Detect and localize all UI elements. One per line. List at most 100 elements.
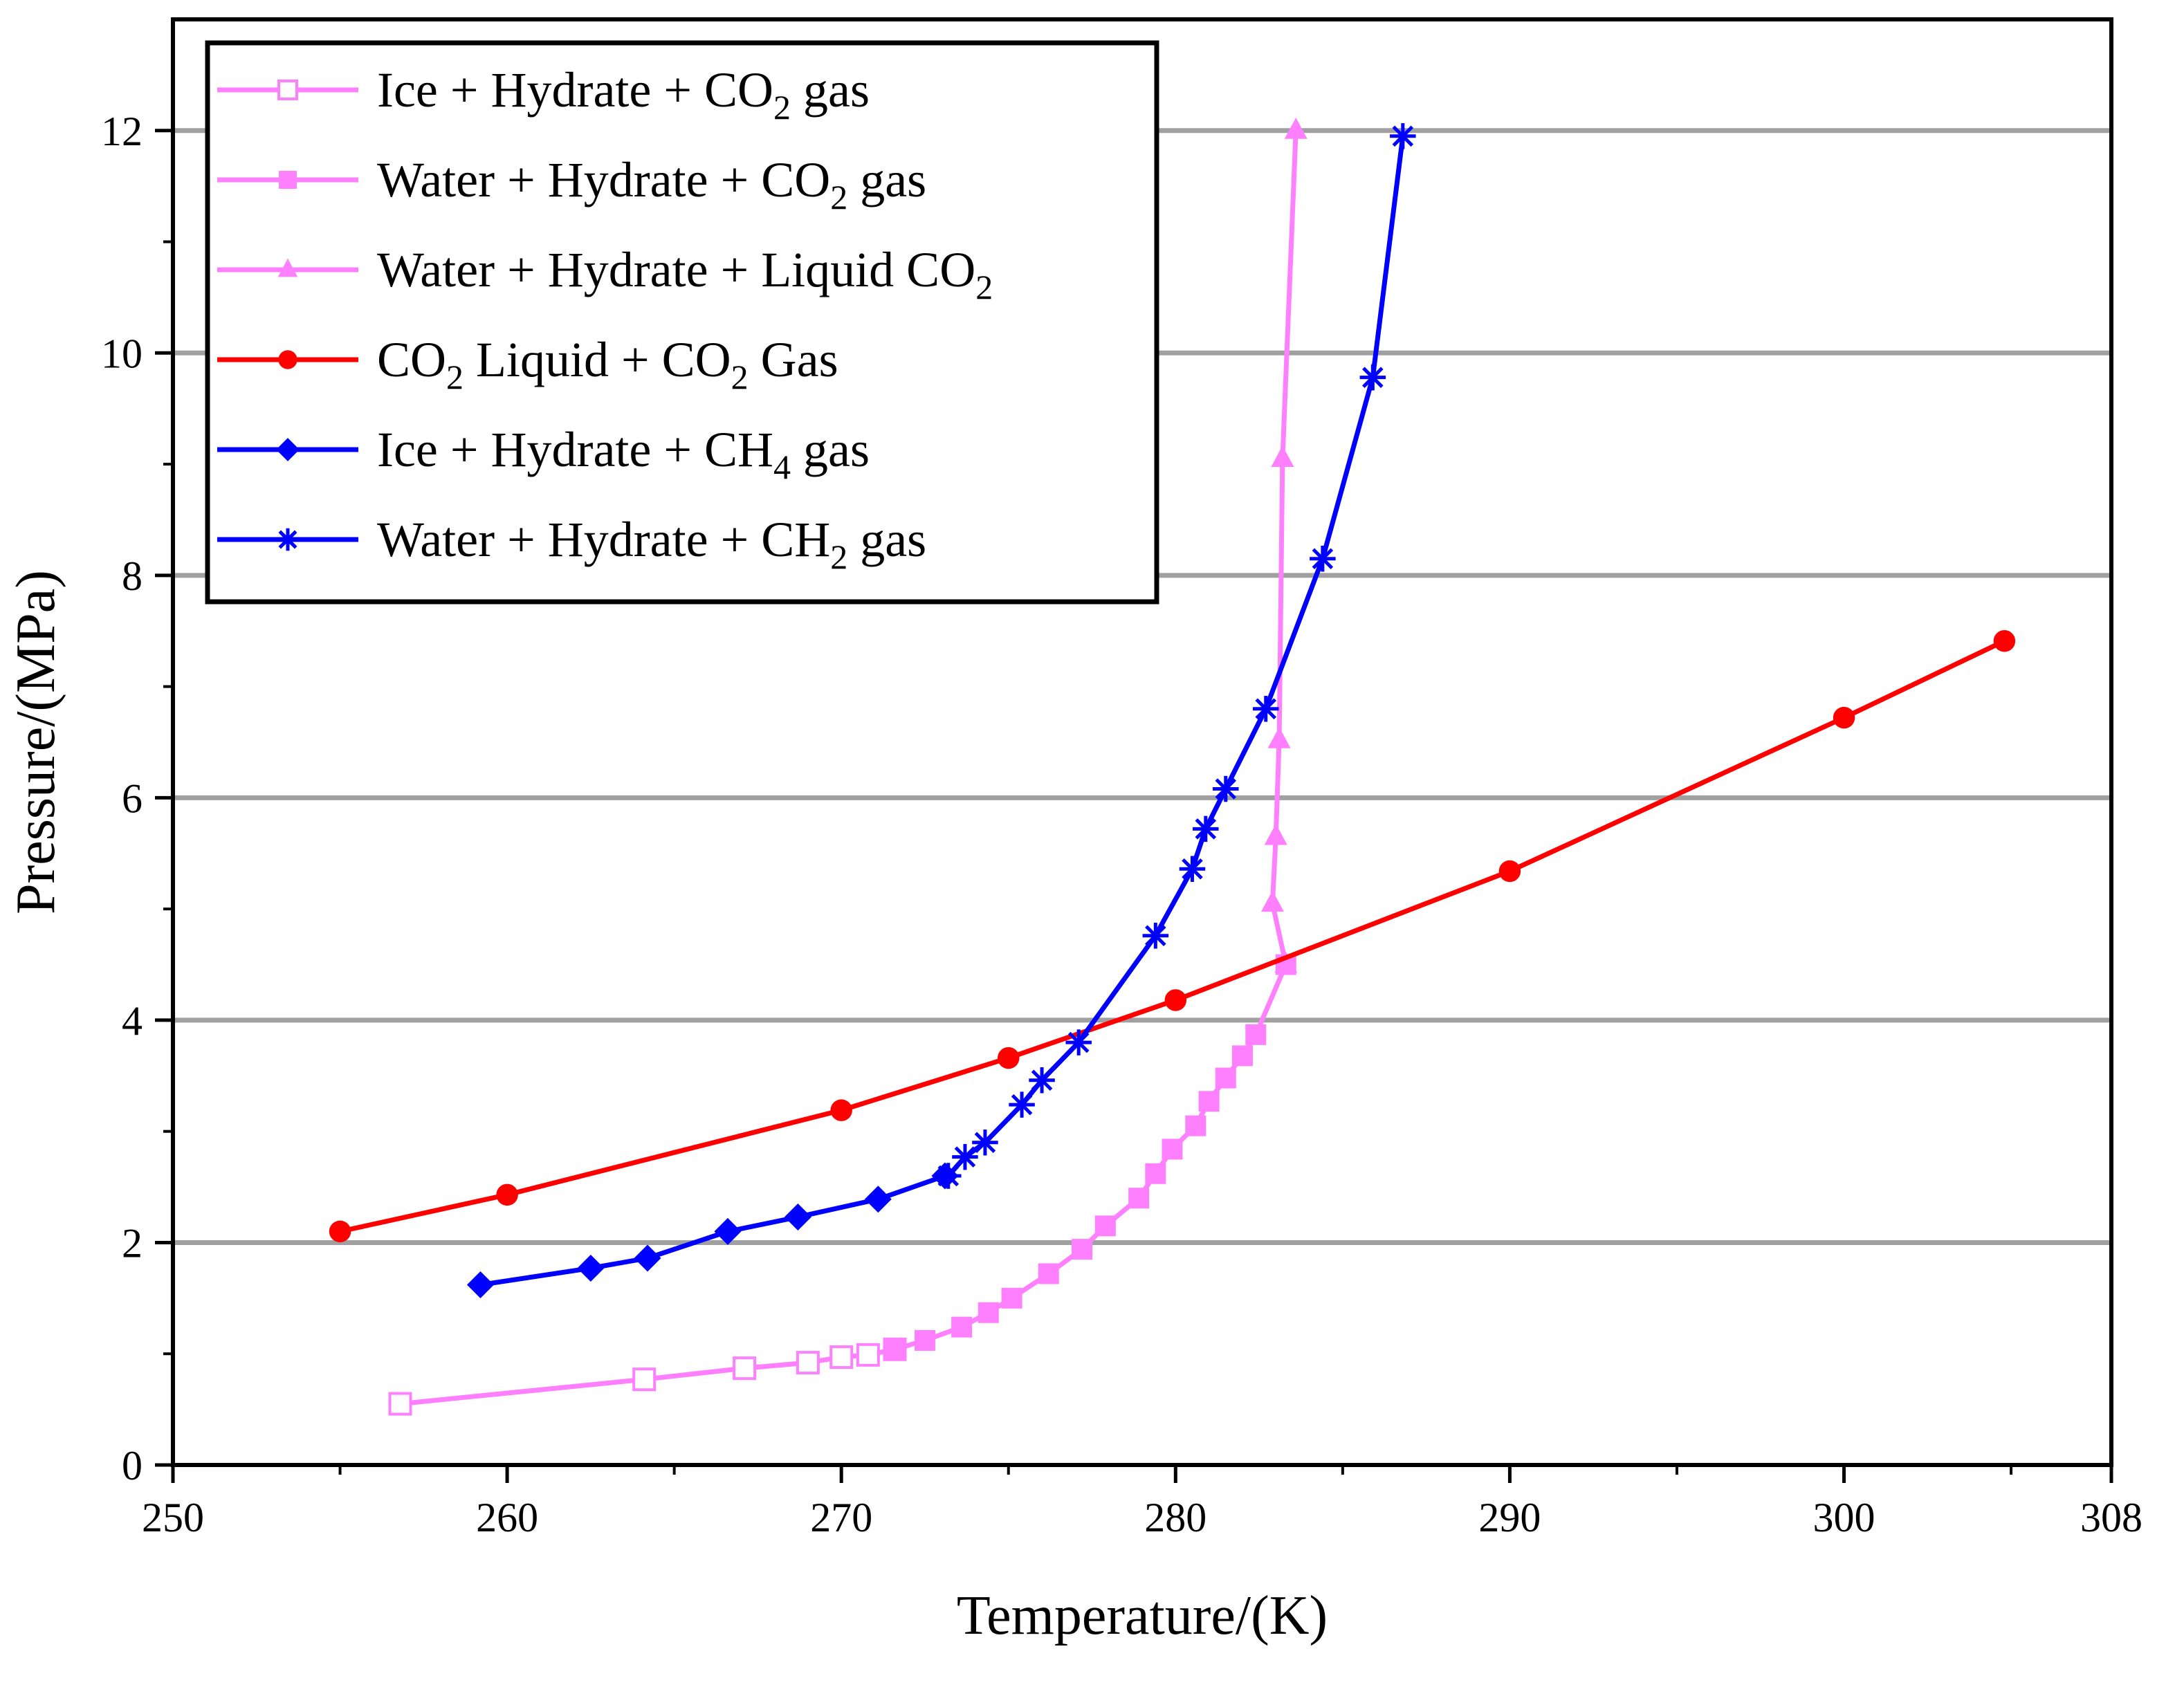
x-tick-label: 280 (1144, 1495, 1206, 1540)
x-tick-label: 290 (1478, 1495, 1541, 1540)
series-ice-hydrate-ch4-gas (466, 1162, 959, 1299)
legend-item: Water + Hydrate + Liquid CO2 (217, 242, 993, 306)
x-tick-label: 250 (142, 1495, 204, 1540)
x-tick-label: 260 (476, 1495, 538, 1540)
data-point (856, 1343, 880, 1367)
data-point (634, 1244, 661, 1272)
data-point (1094, 1215, 1116, 1237)
data-point (978, 1302, 999, 1323)
data-point (1179, 856, 1206, 883)
y-tick-label: 6 (122, 775, 143, 821)
data-point (1267, 727, 1291, 748)
data-point (864, 1186, 892, 1213)
data-point (496, 1183, 518, 1206)
series-co2-liquid-co2-gas (329, 629, 2016, 1243)
series-water-hydrate-liquid-co2 (1260, 118, 1307, 973)
legend-item: Water + Hydrate + CH2 gas (217, 512, 926, 576)
data-point (277, 258, 298, 277)
data-point (830, 1099, 852, 1121)
y-tick-label: 0 (122, 1443, 143, 1488)
data-point (1252, 696, 1279, 722)
data-point (1142, 922, 1169, 949)
data-point (1213, 775, 1239, 802)
data-point (1162, 1139, 1183, 1160)
x-axis-title: Temperature/(K) (957, 1585, 1328, 1646)
data-point (329, 1220, 351, 1243)
data-point (1359, 364, 1386, 391)
y-tick-label: 8 (122, 553, 143, 599)
axes: 250 260 270 280 290 300 308 0 2 4 6 8 10 12 (101, 109, 2142, 1540)
data-point (1145, 1163, 1166, 1184)
legend-item: Ice + Hydrate + CO2 gas (217, 62, 870, 127)
plot-frame (171, 17, 2113, 1467)
legend-label: Ice + Hydrate + CO2 gas (377, 62, 870, 127)
data-point (1271, 445, 1294, 468)
data-point (1009, 1091, 1035, 1118)
data-point (1274, 951, 1298, 973)
x-tick-label: 270 (810, 1495, 872, 1540)
data-point (279, 171, 297, 189)
series-line (1269, 130, 1299, 966)
data-point (1038, 1263, 1059, 1284)
series-line (339, 638, 2006, 1234)
legend-label: CO2 Liquid + CO2 Gas (377, 332, 838, 396)
data-point (733, 1356, 757, 1381)
data-point (914, 1329, 935, 1351)
legend-item: Ice + Hydrate + CH4 gas (217, 422, 870, 486)
data-point (714, 1217, 742, 1245)
legend-label: Water + Hydrate + CO2 gas (377, 152, 926, 216)
data-point (998, 1047, 1020, 1069)
series-water-hydrate-co2-gas (884, 954, 1296, 1360)
legend-label: Water + Hydrate + Liquid CO2 (377, 242, 993, 306)
data-point (276, 438, 300, 461)
data-point (935, 1163, 962, 1189)
data-point (1193, 815, 1219, 842)
data-point (278, 350, 297, 369)
x-tick-label: 300 (1813, 1495, 1875, 1540)
data-point (1215, 1067, 1236, 1089)
data-point (1260, 890, 1284, 912)
legend-box (205, 40, 1159, 605)
data-point (1993, 629, 2016, 652)
legend-label: Ice + Hydrate + CH4 gas (377, 422, 870, 486)
data-point (972, 1130, 998, 1156)
series-layer (329, 118, 2016, 1416)
x-tick-label: 308 (2080, 1495, 2142, 1540)
data-point (1390, 123, 1416, 149)
data-point (1029, 1067, 1055, 1094)
data-point (388, 1392, 412, 1416)
data-point (1001, 1287, 1022, 1309)
data-point (1065, 1029, 1092, 1056)
data-point (466, 1271, 494, 1299)
data-point (1128, 1188, 1150, 1209)
data-point (1245, 1024, 1267, 1045)
data-point (1231, 1045, 1253, 1067)
data-point (1072, 1239, 1093, 1260)
data-point (1264, 823, 1287, 845)
data-point (1284, 118, 1307, 139)
data-point (1198, 1091, 1220, 1112)
data-point (276, 528, 300, 551)
legend-item: CO2 Liquid + CO2 Gas (217, 332, 838, 396)
data-point (277, 80, 298, 100)
legend-item: Water + Hydrate + CO2 gas (217, 152, 926, 216)
data-point (577, 1254, 605, 1282)
data-point (1498, 860, 1521, 883)
data-point (951, 1316, 973, 1338)
data-point (1185, 1115, 1206, 1136)
data-point (1833, 706, 1855, 729)
y-tick-label: 2 (122, 1220, 143, 1266)
data-point (632, 1367, 657, 1392)
data-point (796, 1351, 820, 1375)
legend: Ice + Hydrate + CO2 gas Water + Hydrate +… (205, 40, 1159, 605)
data-point (829, 1345, 854, 1370)
data-point (884, 1338, 906, 1360)
series-water-hydrate-ch2-gas (935, 123, 1416, 1189)
data-point (952, 1143, 978, 1170)
y-axis-title: Pressure/(MPa) (6, 570, 66, 914)
data-point (1310, 545, 1336, 572)
y-tick-label: 10 (101, 331, 143, 376)
data-point (1164, 989, 1187, 1011)
y-tick-label: 12 (101, 109, 143, 154)
